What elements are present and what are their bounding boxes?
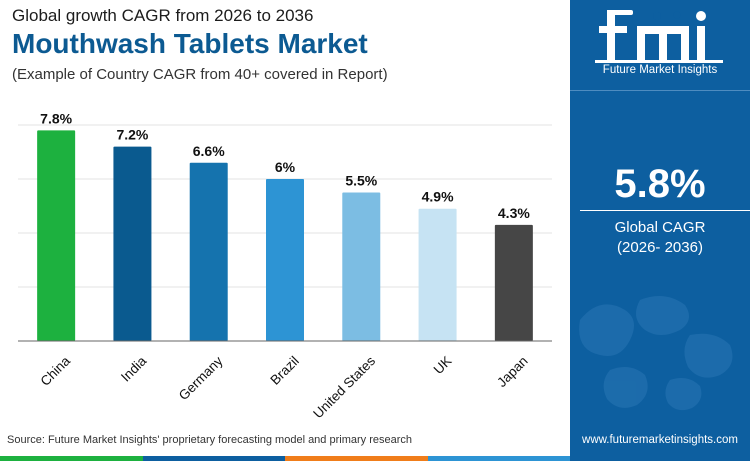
- x-tick-label: Germany: [176, 353, 226, 403]
- x-tick-label: United States: [310, 353, 378, 421]
- bar-china: [37, 130, 76, 341]
- chart-subtitle: Global growth CAGR from 2026 to 2036: [12, 6, 314, 25]
- chart-note: (Example of Country CAGR from 40+ covere…: [12, 66, 388, 83]
- cagr-underline: [580, 210, 750, 211]
- x-tick-label: UK: [431, 353, 455, 377]
- cagr-label-line1: Global CAGR: [614, 219, 706, 236]
- strip-segment-4: [427, 456, 570, 461]
- fmi-logo: [595, 10, 723, 63]
- logo-caption: Future Market Insights: [602, 64, 718, 76]
- bar-chart: 7.8% China 7.2% India 6.6% Germany 6% Brazil 5.5…: [18, 110, 552, 421]
- data-label: 4.9%: [422, 189, 454, 205]
- world-map-decoration: [579, 296, 733, 411]
- x-tick-label: Brazil: [267, 353, 301, 387]
- bar-india: [113, 146, 152, 341]
- bottom-color-strip: [0, 456, 570, 461]
- strip-segment-1: [0, 456, 143, 461]
- website-link[interactable]: www.futuremarketinsights.com: [582, 434, 738, 446]
- strip-segment-3: [285, 456, 428, 461]
- bar-uk: [418, 208, 457, 341]
- global-cagr-value: 5.8%: [614, 162, 706, 206]
- sidebar-divider: [570, 90, 750, 91]
- data-label: 6%: [275, 159, 296, 175]
- data-label: 7.2%: [116, 127, 148, 143]
- summary-sidebar: Future Market Insights 5.8% Global CAGR …: [570, 0, 750, 461]
- data-label: 6.6%: [193, 143, 225, 159]
- source-note: Source: Future Market Insights' propriet…: [7, 434, 412, 446]
- bar-brazil: [266, 179, 304, 341]
- bar-germany: [189, 162, 228, 341]
- chart-title: Mouthwash Tablets Market: [12, 28, 368, 59]
- data-label: 7.8%: [40, 110, 72, 126]
- chart-panel: Global growth CAGR from 2026 to 2036 Mou…: [0, 6, 570, 461]
- bar-japan: [494, 224, 533, 341]
- cagr-label-line2: (2026- 2036): [617, 239, 703, 256]
- x-tick-label: Japan: [494, 353, 531, 390]
- data-label: 5.5%: [345, 173, 377, 189]
- bar-united-states: [342, 192, 381, 341]
- x-tick-label: India: [118, 353, 150, 385]
- strip-segment-2: [142, 456, 285, 461]
- data-label: 4.3%: [498, 205, 530, 221]
- global-cagr-label: Global CAGR (2026- 2036): [570, 218, 750, 258]
- x-tick-label: China: [37, 353, 73, 389]
